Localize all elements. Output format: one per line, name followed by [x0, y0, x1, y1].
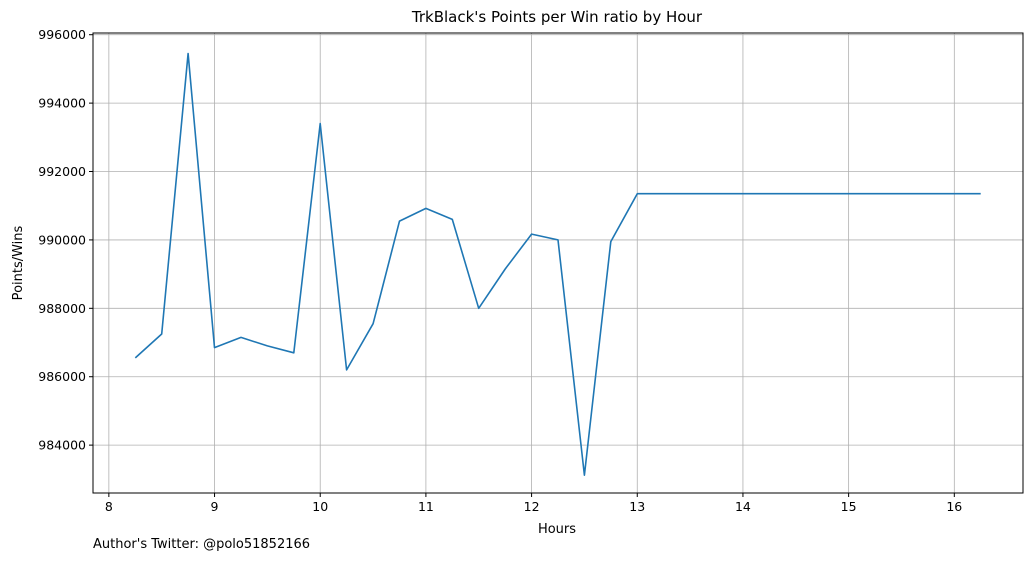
x-tick-label: 13	[629, 499, 645, 514]
x-axis-ticks: 8 9 10 11 12 13 14 15 16	[105, 493, 962, 514]
y-tick-label: 992000	[38, 164, 86, 179]
x-tick-label: 8	[105, 499, 113, 514]
x-tick-label: 11	[418, 499, 434, 514]
y-tick-label: 994000	[38, 96, 86, 111]
x-tick-label: 9	[211, 499, 219, 514]
y-tick-label: 990000	[38, 232, 86, 247]
x-tick-label: 14	[735, 499, 751, 514]
y-tick-label: 986000	[38, 369, 86, 384]
chart-title: TrkBlack's Points per Win ratio by Hour	[411, 8, 703, 26]
x-tick-label: 16	[946, 499, 962, 514]
y-tick-label: 984000	[38, 438, 86, 453]
x-tick-label: 15	[841, 499, 857, 514]
grid-lines	[93, 33, 1023, 493]
series-line	[134, 52, 981, 477]
y-tick-label: 996000	[38, 27, 86, 42]
x-tick-label: 10	[312, 499, 328, 514]
y-tick-label: 988000	[38, 301, 86, 316]
data-series	[134, 52, 981, 477]
author-footer: Author's Twitter: @polo51852166	[93, 537, 311, 552]
y-axis-ticks: 984000 986000 988000 990000 992000 994000 9960…	[38, 27, 93, 453]
x-tick-label: 12	[524, 499, 540, 514]
x-axis-label: Hours	[538, 522, 576, 537]
y-axis-label: Points/Wins	[11, 225, 26, 300]
plot-frame	[92, 32, 1024, 494]
